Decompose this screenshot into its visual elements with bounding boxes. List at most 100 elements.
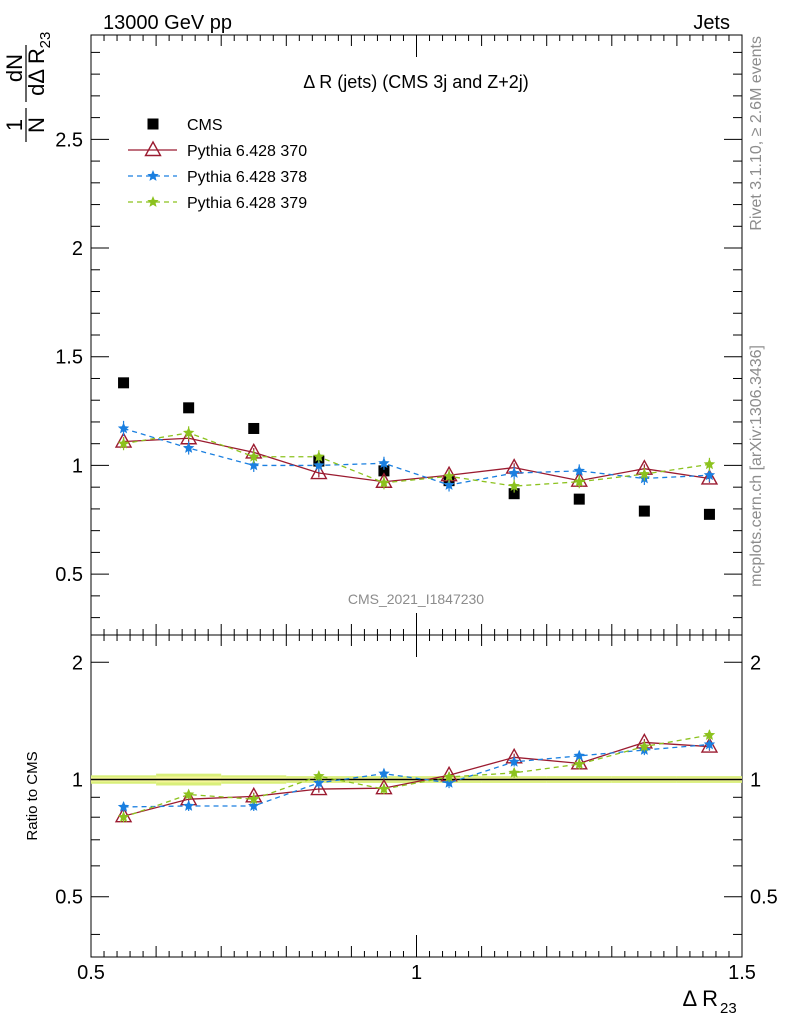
data-point — [378, 457, 390, 469]
data-point — [248, 799, 260, 811]
y-tick-label: 1 — [72, 455, 83, 477]
data-point — [700, 469, 719, 485]
data-point — [573, 493, 585, 505]
data-point — [443, 479, 455, 490]
ratio-x-ticks: 0.5 1 1.5 — [77, 635, 756, 984]
data-point — [248, 459, 260, 471]
data-point — [573, 475, 585, 487]
data-point — [310, 463, 328, 480]
data-point — [313, 450, 325, 462]
chart-title: Δ R (jets) (CMS 3j and Z+2j) — [303, 72, 529, 92]
x-axis-label: Δ R 23 — [683, 986, 737, 1017]
legend-entry: Pythia 6.428 379 — [128, 195, 307, 212]
data-point — [117, 422, 130, 434]
header-left: 13000 GeV pp — [103, 12, 232, 34]
data-point — [147, 170, 159, 181]
data-point — [182, 799, 195, 811]
mcplots-label: mcplots.cern.ch [arXiv:1306.3436] — [748, 345, 765, 587]
data-point — [638, 740, 651, 752]
data-point — [313, 459, 325, 471]
data-point — [248, 450, 260, 462]
data-point — [508, 467, 520, 478]
data-point — [443, 470, 455, 482]
x-tick-label: 1.5 — [728, 962, 756, 984]
y-label-sub: 23 — [37, 32, 54, 49]
series-line — [123, 734, 710, 818]
main-series-group — [114, 377, 719, 520]
ratio-y-tick-label-right: 0.5 — [750, 887, 778, 909]
main-y-label: 1 N dN dΔ R 23 — [2, 32, 54, 142]
x-label-main: Δ R — [683, 986, 718, 1011]
ratio-y-ticks: 0.5 0.5 1 1 2 2 — [55, 652, 778, 935]
data-point — [638, 505, 650, 517]
rivet-label: Rivet 3.1.10, ≥ 2.6M events — [748, 36, 765, 231]
x-tick-label: 0.5 — [77, 962, 105, 984]
main-x-ticks — [90, 35, 743, 635]
data-point — [378, 767, 390, 779]
series-line — [123, 432, 710, 487]
data-point — [508, 755, 520, 767]
data-point — [182, 426, 195, 438]
legend-label: Pythia 6.428 379 — [187, 195, 307, 212]
data-point — [508, 480, 520, 491]
ratio-y-tick-label-right: 1 — [750, 769, 761, 791]
series-pythia-6-428-379 — [117, 426, 716, 493]
data-point — [144, 140, 162, 157]
y-tick-label: 2.5 — [55, 129, 83, 151]
data-point — [443, 770, 455, 782]
ratio-y-label: Ratio to CMS — [24, 751, 41, 840]
ratio-y-tick-label: 0.5 — [55, 887, 83, 909]
data-point — [117, 811, 130, 823]
legend-label: Pythia 6.428 370 — [187, 143, 307, 160]
legend-label: CMS — [187, 117, 223, 134]
data-point — [313, 770, 325, 781]
data-point — [573, 758, 585, 769]
y-label-num: dN — [2, 54, 27, 82]
data-point — [638, 468, 651, 479]
data-point — [378, 465, 390, 477]
legend: CMS Pythia 6.428 370 Pythia 6.428 378 Pythi… — [128, 117, 307, 212]
legend-entry: Pythia 6.428 370 — [128, 140, 307, 160]
series-pythia-6-428-378 — [117, 420, 716, 492]
series-line — [123, 743, 710, 808]
data-point — [182, 442, 195, 453]
data-point — [182, 788, 195, 800]
data-point — [703, 458, 716, 470]
data-point — [147, 118, 159, 130]
y-tick-label: 2 — [72, 238, 83, 260]
data-point — [147, 196, 159, 207]
ratio-uncertainty-band — [91, 773, 742, 786]
ratio-series-group — [114, 729, 719, 823]
ratio-y-tick-label-right: 2 — [750, 652, 761, 674]
data-point — [117, 800, 130, 812]
y-label-n: N — [24, 117, 49, 133]
y-tick-label: 0.5 — [55, 564, 83, 586]
data-point — [313, 776, 325, 788]
x-label-sub: 23 — [720, 1000, 737, 1017]
ratio-panel: 0.5 0.5 1 1 2 2 0.5 1 1.5 — [55, 634, 778, 984]
y-label-den: dΔ R — [24, 48, 49, 96]
series-line — [123, 427, 710, 486]
data-point — [378, 476, 390, 488]
data-point — [703, 508, 715, 520]
data-point — [508, 488, 520, 500]
main-panel: 0.5 1 1.5 2 2.5 Δ R (jets) (CMS 3j and Z+2j)… — [55, 34, 743, 636]
ratio-y-tick-label: 2 — [72, 652, 83, 674]
data-point — [118, 377, 130, 389]
series-cms — [118, 377, 715, 520]
series-pythia-6-428-379 — [117, 729, 716, 823]
y-tick-label: 1.5 — [55, 347, 83, 369]
data-point — [117, 437, 130, 449]
data-point — [310, 779, 328, 796]
data-point — [183, 402, 195, 414]
y-label-one: 1 — [2, 119, 27, 131]
legend-entry: Pythia 6.428 378 — [128, 169, 307, 186]
watermark: CMS_2021_I1847230 — [348, 591, 484, 607]
data-point — [573, 464, 585, 476]
data-point — [703, 738, 716, 750]
data-point — [248, 793, 260, 805]
x-tick-label: 1 — [411, 962, 422, 984]
data-point — [378, 783, 390, 794]
data-point — [700, 737, 719, 753]
